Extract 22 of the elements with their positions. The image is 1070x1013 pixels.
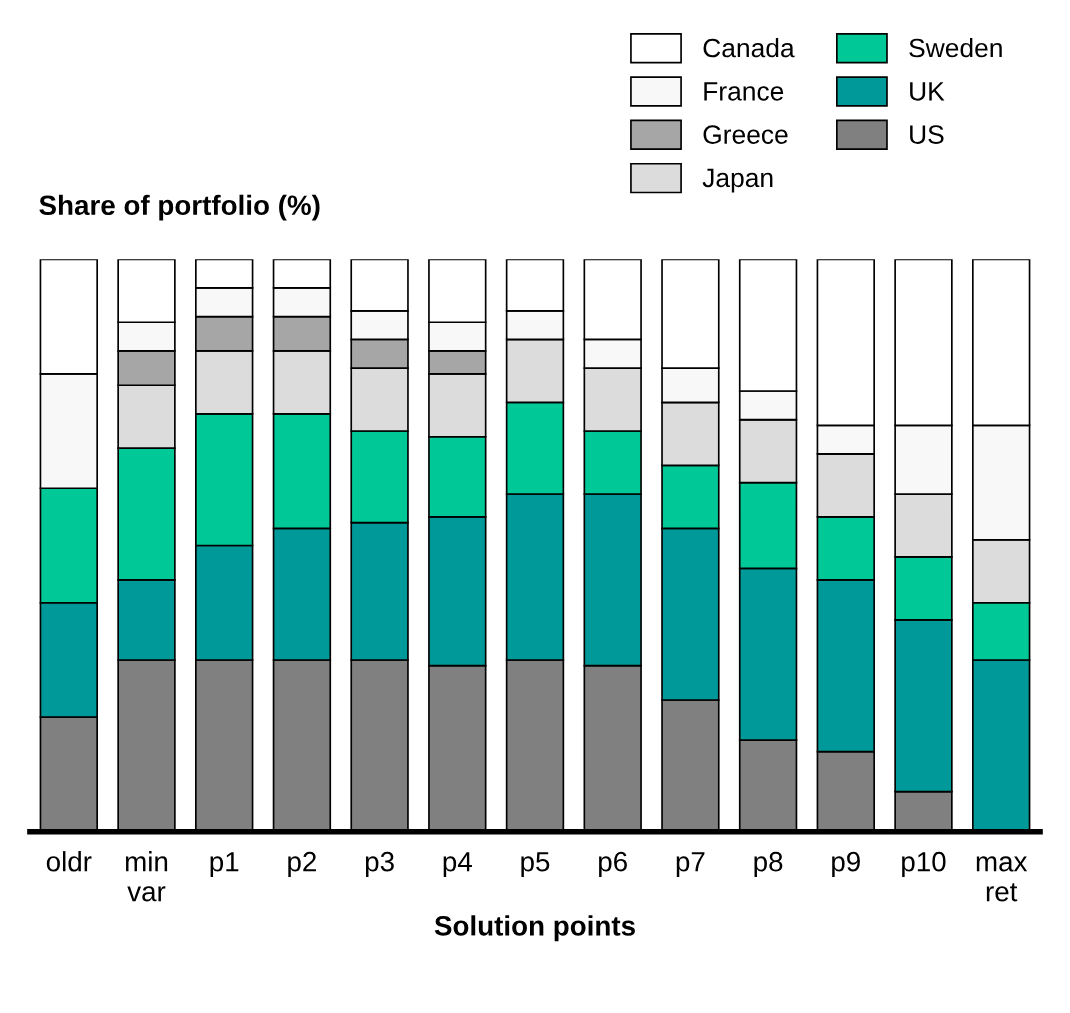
legend-label: US <box>910 125 944 144</box>
legend-label: France <box>704 82 784 101</box>
x-tick-label: p3 <box>365 851 394 878</box>
x-tick-label: p9 <box>832 851 860 878</box>
x-tick-label: max ret <box>976 856 1028 902</box>
legend-label: Sweden <box>909 37 1002 58</box>
x-axis-title: Solution points <box>434 915 635 942</box>
x-tick-label: p10 <box>902 851 946 878</box>
x-tick-label: oldr <box>46 851 92 872</box>
legend-label: Japan <box>702 168 773 193</box>
x-tick-label: p6 <box>599 851 627 878</box>
x-tick-label: p8 <box>754 851 783 878</box>
x-tick-label: min var <box>125 851 168 902</box>
legend-label: Greece <box>703 125 788 144</box>
x-tick-label: p2 <box>288 851 316 878</box>
x-tick-label: p1 <box>210 852 239 878</box>
x-tick-label: p5 <box>521 852 550 878</box>
legend-label: UK <box>910 82 945 101</box>
x-tick-label: p7 <box>676 852 705 878</box>
legend-label: Canada <box>703 37 795 58</box>
x-tick-label: p4 <box>443 852 472 878</box>
y-axis-title: Share of portfolio (%) <box>39 194 320 221</box>
